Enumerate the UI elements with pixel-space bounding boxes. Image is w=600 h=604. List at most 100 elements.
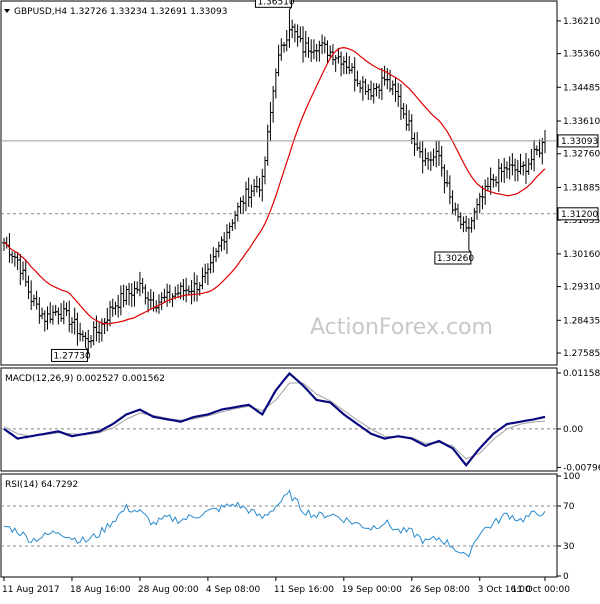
current-price-tag: 1.33093 xyxy=(557,134,599,148)
price-bar xyxy=(515,159,520,182)
price-bar xyxy=(396,82,401,107)
price-bar xyxy=(423,148,428,166)
price-y-tick-label: 1.28435 xyxy=(563,316,600,326)
price-bar xyxy=(398,83,403,121)
moving-average-line xyxy=(3,46,546,325)
price-bar xyxy=(230,219,235,231)
price-bar xyxy=(260,168,265,202)
price-bar xyxy=(148,289,153,309)
price-bar xyxy=(116,294,121,318)
price-y-tick-label: 1.30160 xyxy=(563,250,600,260)
price-bar xyxy=(59,303,64,322)
price-bar xyxy=(78,322,83,342)
price-bar xyxy=(461,216,466,233)
price-bar xyxy=(409,114,414,145)
current-price-tag-label: 1.33093 xyxy=(561,137,598,147)
macd-y-ticks: 0.011588 0.00 -0.007961 xyxy=(557,369,600,473)
price-bar xyxy=(48,302,53,324)
price-bar xyxy=(333,54,338,73)
price-bar xyxy=(205,263,210,286)
price-bar xyxy=(483,179,488,205)
price-bar xyxy=(175,284,180,299)
rsi-panel-frame xyxy=(0,473,558,578)
price-y-tick-label: 1.32760 xyxy=(563,150,600,160)
price-bar xyxy=(504,161,509,179)
price-bar xyxy=(102,318,107,334)
support-level-tag-label: 1.31200 xyxy=(561,210,598,220)
price-bar xyxy=(358,80,363,93)
price-bar xyxy=(445,170,450,188)
price-bar xyxy=(290,19,295,39)
price-bar xyxy=(347,56,352,75)
rsi-y-tick-label: 100 xyxy=(563,472,580,482)
price-bar xyxy=(450,190,455,215)
price-bar xyxy=(18,253,23,286)
price-bar xyxy=(64,302,69,316)
price-bar xyxy=(502,157,507,183)
price-y-tick-label: 1.31035 xyxy=(563,216,600,226)
price-bar xyxy=(132,281,137,307)
price-bar xyxy=(287,9,292,48)
macd-signal-line xyxy=(3,382,546,460)
price-bar xyxy=(379,68,384,101)
price-bar xyxy=(37,297,42,324)
price-bar xyxy=(374,83,379,97)
price-bar xyxy=(195,275,200,302)
price-bar xyxy=(325,40,330,63)
dropdown-triangle-icon[interactable] xyxy=(4,9,10,13)
price-bar xyxy=(2,237,6,251)
rsi-panel: RSI(14) 64.7292 100 70 30 0 xyxy=(0,472,580,582)
price-bar xyxy=(507,156,512,180)
price-bar xyxy=(322,36,327,54)
price-bar xyxy=(72,307,77,335)
price-bar xyxy=(510,153,515,176)
price-bar xyxy=(521,161,526,176)
price-bar xyxy=(265,124,270,166)
price-bar xyxy=(352,57,357,92)
price-tags: 1.33093 1.31200 xyxy=(557,134,599,221)
price-bar xyxy=(382,65,387,86)
price-bar xyxy=(309,39,314,62)
price-bar xyxy=(464,215,469,232)
price-bar xyxy=(143,284,148,305)
price-bar xyxy=(97,321,102,343)
rsi-y-tick-label: 30 xyxy=(563,542,575,552)
macd-y-tick-label: -0.007961 xyxy=(563,463,600,473)
price-bar xyxy=(420,140,425,174)
price-annotation: 1.27730 xyxy=(51,347,91,362)
price-bar xyxy=(494,176,499,187)
price-bar xyxy=(12,251,17,267)
price-bar xyxy=(227,222,232,239)
rsi-y-tick-label: 70 xyxy=(563,502,575,512)
price-bar xyxy=(200,267,205,290)
price-bar xyxy=(526,158,531,175)
price-bars xyxy=(2,9,547,354)
price-bar xyxy=(124,285,129,305)
price-bar xyxy=(203,263,208,284)
price-bar xyxy=(249,184,254,208)
price-annotation: 1.36510 xyxy=(254,0,295,10)
price-bar xyxy=(192,272,197,302)
macd-header: MACD(12,26,9) 0.002527 0.001562 xyxy=(5,374,165,384)
watermark: ActionForex.com xyxy=(310,315,493,340)
price-bar xyxy=(355,70,360,87)
price-bar xyxy=(485,177,490,192)
price-bar xyxy=(284,29,289,52)
price-bar xyxy=(23,259,28,287)
price-bar xyxy=(314,43,319,62)
price-bar xyxy=(475,198,480,220)
price-bar xyxy=(40,307,45,320)
price-bar xyxy=(303,30,308,58)
price-y-tick-label: 1.35360 xyxy=(563,50,600,60)
price-bar xyxy=(67,300,72,333)
price-bar xyxy=(499,163,504,183)
price-bar xyxy=(366,84,371,101)
x-tick-label: 11 Sep 16:00 xyxy=(274,585,334,595)
rsi-y-tick-label: 0 xyxy=(563,572,569,582)
price-bar xyxy=(235,202,240,222)
price-y-tick-label: 1.34485 xyxy=(563,83,600,93)
macd-panel-frame xyxy=(0,367,558,472)
price-y-tick-label: 1.31885 xyxy=(563,183,600,193)
price-bar xyxy=(118,285,123,316)
